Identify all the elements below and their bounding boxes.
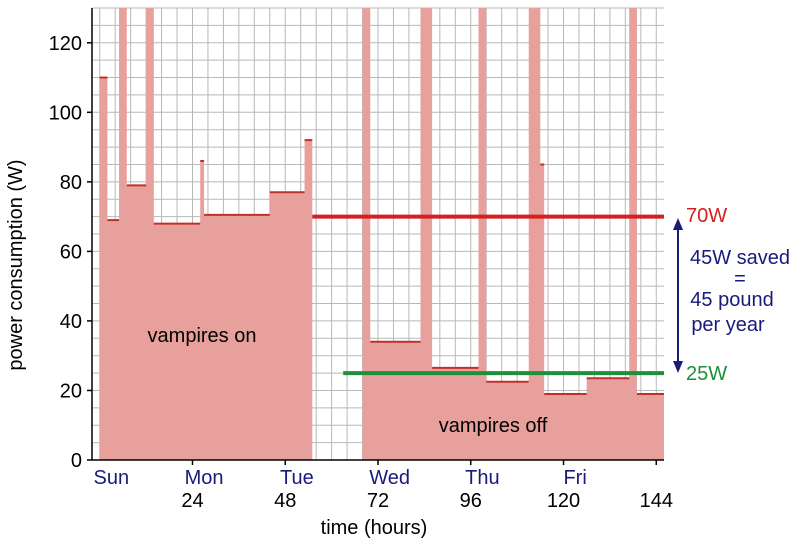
- axes: [87, 8, 664, 465]
- ref-label-70w: 70W: [686, 205, 727, 227]
- saved-text-line-3: 45 pound: [690, 289, 773, 311]
- day-label: Sun: [94, 467, 130, 489]
- day-label: Tue: [280, 467, 314, 489]
- x-tick-label: 72: [367, 490, 389, 512]
- savings-arrow-head-top: [673, 218, 683, 230]
- x-tick-label: 144: [640, 490, 673, 512]
- vampires-on-label: vampires on: [148, 325, 257, 347]
- power-area-series: [99, 8, 664, 460]
- vampires-off-label: vampires off: [439, 415, 548, 437]
- y-tick-label: 100: [49, 102, 82, 124]
- ref-label-25w: 25W: [686, 363, 727, 385]
- x-axis-title: time (hours): [321, 517, 428, 539]
- saved-text-line-2: =: [734, 268, 746, 290]
- x-tick-label: 48: [274, 490, 296, 512]
- y-axis-title: power consumption (W): [5, 159, 27, 370]
- day-label: Wed: [369, 467, 410, 489]
- y-tick-label: 20: [60, 380, 82, 402]
- day-label: Thu: [465, 467, 499, 489]
- x-tick-label: 24: [181, 490, 203, 512]
- day-label: Mon: [185, 467, 224, 489]
- savings-arrow-head-bottom: [673, 361, 683, 373]
- y-tick-label: 60: [60, 241, 82, 263]
- y-tick-label: 80: [60, 172, 82, 194]
- x-tick-label: 120: [547, 490, 580, 512]
- power-area: [99, 8, 664, 460]
- day-label: Fri: [563, 467, 586, 489]
- y-tick-label: 120: [49, 33, 82, 55]
- saved-text-line-4: per year: [691, 314, 765, 336]
- x-tick-label: 96: [460, 490, 482, 512]
- tick-labels: 0 20 40 60 80 100 120 24 48 72 96 120 144 Sun Mon Tue We…: [49, 33, 673, 512]
- savings-arrow: [673, 218, 683, 373]
- y-tick-label: 0: [71, 450, 82, 472]
- y-tick-label: 40: [60, 311, 82, 333]
- reference-lines: [312, 214, 664, 376]
- saved-text-line-1: 45W saved: [690, 247, 790, 269]
